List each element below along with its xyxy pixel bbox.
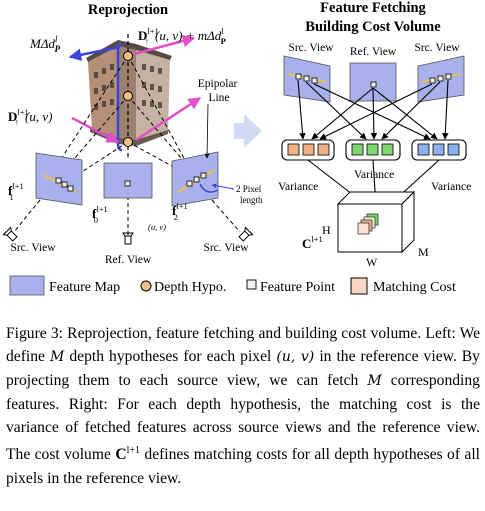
variance-label-center: Variance (354, 169, 394, 181)
camera-src-right (238, 226, 254, 242)
depth-bracket (116, 42, 123, 152)
fetch-arrows (297, 79, 449, 140)
label-src-view-left: Src. View (10, 242, 56, 254)
right-src-view-right: Src. View (414, 42, 460, 54)
legend: Feature Map Depth Hypo. Feature Point Ma… (9, 275, 456, 296)
reprojection-title: Reprojection (88, 2, 168, 18)
feature-group-3 (411, 139, 467, 161)
cost-volume-m: M (418, 245, 429, 259)
label-uv-small: (u, v) (148, 222, 166, 232)
feature-fetching-panel: Feature Fetching Building Cost Volume Sr… (278, 0, 471, 269)
feature-map-f0 (103, 162, 153, 199)
label-f2: fl+1 2 (172, 201, 188, 222)
label-depth-plus: Dl+1 ↑ (u, v) + mΔdl P (138, 26, 226, 46)
camera-ref (122, 232, 134, 245)
transition-arrow (234, 114, 262, 148)
label-f1: fl+1 1 (8, 181, 23, 202)
figure-caption: Figure 3: Reprojection, feature fetching… (6, 325, 481, 487)
feature-fetching-title-1: Feature Fetching (320, 0, 426, 16)
cost-volume (336, 190, 416, 254)
legend-feature-map: Feature Map (49, 280, 120, 295)
depth-hypo-bottom (123, 137, 133, 147)
depth-hypo-middle (123, 91, 133, 101)
legend-feature-point: Feature Point (260, 280, 335, 295)
label-epipolar: Epipolar Line (198, 78, 240, 104)
label-m-delta-d: MΔdl P (29, 34, 60, 54)
right-src-view-left: Src. View (288, 42, 334, 54)
feature-group-1 (281, 139, 335, 161)
label-src-view-right: Src. View (203, 242, 249, 254)
label-pixel-length: 2 Pixel length (236, 184, 264, 205)
camera-src-left (2, 226, 18, 242)
cost-volume-h: H (322, 223, 331, 237)
variance-label-left: Variance (278, 181, 318, 193)
legend-depth-hypo: Depth Hypo. (154, 280, 226, 295)
figure-3: Reprojection (2, 0, 471, 296)
depth-hypo-top (123, 51, 133, 61)
feature-group-2 (345, 139, 401, 161)
reprojection-panel: Reprojection (2, 2, 264, 266)
legend-matching-cost: Matching Cost (373, 280, 456, 295)
cost-volume-label: Cl+1 (302, 234, 323, 251)
variance-label-right: Variance (431, 181, 471, 193)
right-ref-view: Ref. View (350, 46, 397, 58)
label-f0: fl+1 0 (92, 204, 108, 225)
cost-volume-w: W (366, 255, 378, 269)
label-depth-uv: Dl+1 ↑ (u, v) (8, 107, 52, 127)
feature-map-f2 (171, 151, 219, 207)
feature-map-f1 (35, 152, 83, 206)
feature-fetching-title-2: Building Cost Volume (305, 19, 441, 35)
label-ref-view: Ref. View (105, 254, 152, 266)
